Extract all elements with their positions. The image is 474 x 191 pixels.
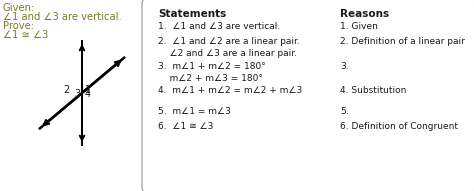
Text: 5.: 5.	[340, 107, 348, 116]
Text: 2.  ∠1 and ∠2 are a linear pair.
    ∠2 and ∠3 are a linear pair.: 2. ∠1 and ∠2 are a linear pair. ∠2 and ∠…	[158, 37, 300, 58]
Text: 3.  m∠1 + m∠2 = 180°
    m∠2 + m∠3 = 180°: 3. m∠1 + m∠2 = 180° m∠2 + m∠3 = 180°	[158, 62, 266, 83]
Text: 1: 1	[85, 85, 91, 95]
Text: Reasons: Reasons	[340, 9, 389, 19]
Text: 4: 4	[85, 89, 91, 99]
Text: 2. Definition of a linear pair: 2. Definition of a linear pair	[340, 37, 465, 46]
Text: 3: 3	[74, 89, 80, 99]
Text: 6. Definition of Congruent: 6. Definition of Congruent	[340, 122, 458, 131]
Text: 4.  m∠1 + m∠2 = m∠2 + m∠3: 4. m∠1 + m∠2 = m∠2 + m∠3	[158, 86, 302, 95]
Text: Prove:: Prove:	[3, 21, 34, 31]
Text: ∠1 and ∠3 are vertical.: ∠1 and ∠3 are vertical.	[3, 12, 122, 22]
Text: Statements: Statements	[158, 9, 226, 19]
Text: 6.  ∠1 ≅ ∠3: 6. ∠1 ≅ ∠3	[158, 122, 213, 131]
Text: 1.  ∠1 and ∠3 are vertical.: 1. ∠1 and ∠3 are vertical.	[158, 22, 280, 31]
Text: 1. Given: 1. Given	[340, 22, 378, 31]
Text: ∠1 ≅ ∠3: ∠1 ≅ ∠3	[3, 30, 48, 40]
Text: 3.: 3.	[340, 62, 348, 71]
Text: Given:: Given:	[3, 3, 35, 13]
FancyBboxPatch shape	[142, 0, 474, 191]
Text: 4. Substitution: 4. Substitution	[340, 86, 406, 95]
Text: 2: 2	[64, 85, 70, 95]
Text: 5.  m∠1 = m∠3: 5. m∠1 = m∠3	[158, 107, 231, 116]
